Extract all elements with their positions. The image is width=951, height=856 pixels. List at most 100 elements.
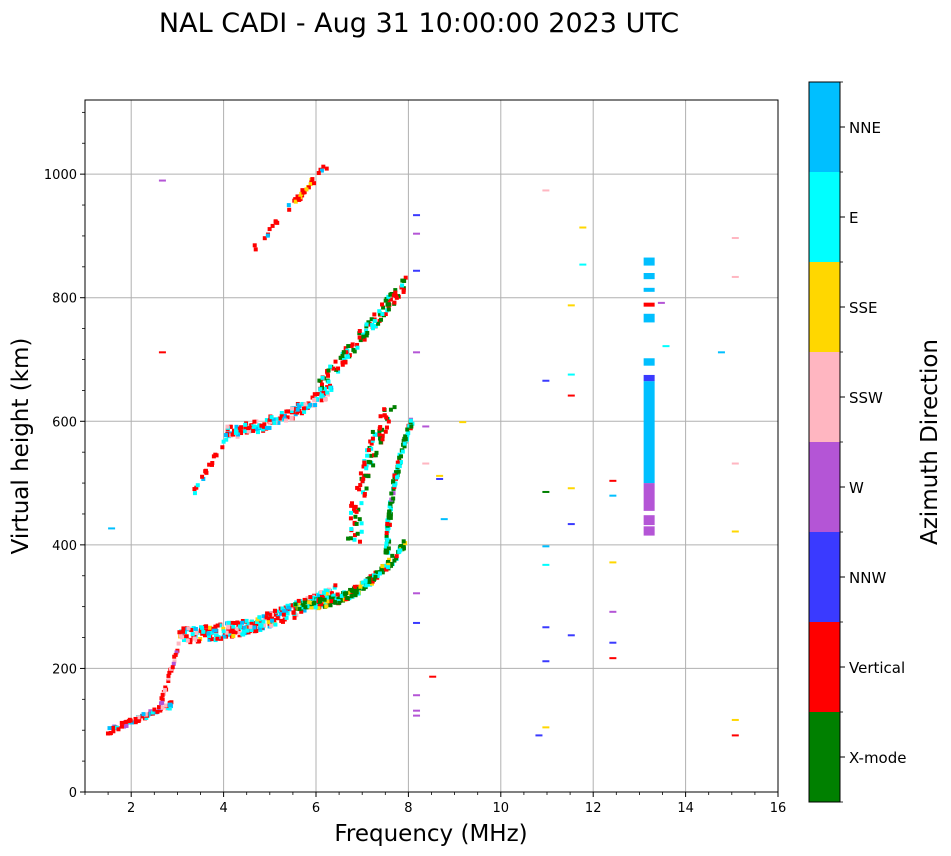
data-point [542, 626, 550, 629]
data-point [261, 424, 266, 429]
x-axis-label: Frequency (MHz) [334, 821, 527, 847]
data-point [180, 635, 185, 640]
data-point [401, 288, 406, 293]
x-tick-label: 8 [404, 801, 412, 816]
data-point [662, 345, 670, 348]
data-point [326, 373, 331, 378]
data-point [234, 424, 239, 429]
data-point [257, 615, 262, 620]
data-point [160, 705, 165, 710]
data-point [370, 322, 375, 327]
data-point [542, 563, 550, 566]
data-point [357, 517, 362, 522]
data-point [226, 627, 231, 632]
data-point [273, 219, 278, 224]
data-point [284, 608, 289, 613]
data-point [401, 543, 406, 548]
data-point [336, 596, 341, 601]
data-point [314, 598, 319, 603]
data-point [315, 392, 320, 397]
colorbar-label: Vertical [849, 659, 905, 677]
data-point [260, 427, 265, 432]
data-point [310, 177, 315, 182]
data-point [243, 425, 248, 430]
data-point [346, 590, 351, 595]
data-point [349, 343, 354, 348]
data-point [403, 275, 408, 280]
data-point [325, 589, 330, 594]
data-point [321, 389, 326, 394]
x-tick-label: 2 [127, 801, 135, 816]
data-point [349, 510, 354, 515]
data-point [388, 515, 393, 520]
data-point [322, 597, 327, 602]
data-point [188, 637, 193, 642]
data-point [369, 453, 374, 458]
data-point [282, 609, 287, 614]
colorbar-segment [809, 352, 840, 442]
data-point [172, 659, 177, 664]
data-point [230, 432, 235, 437]
data-point [384, 541, 389, 546]
data-point [207, 637, 212, 642]
data-point [241, 630, 246, 635]
data-point [392, 483, 397, 488]
data-point [366, 320, 371, 325]
data-point [382, 407, 387, 412]
data-point [158, 351, 166, 354]
data-point [251, 426, 256, 431]
data-point [207, 634, 212, 639]
data-point [384, 550, 389, 555]
data-point [370, 579, 375, 584]
data-point [388, 512, 393, 517]
column-segment [643, 515, 655, 526]
data-point [394, 475, 399, 480]
data-point [189, 628, 194, 633]
column-segment [643, 287, 655, 292]
data-point [349, 587, 354, 592]
data-point [398, 460, 403, 465]
data-point [107, 726, 112, 731]
data-point [133, 720, 138, 725]
data-point [367, 576, 372, 581]
data-point [374, 570, 379, 575]
data-point [352, 508, 357, 513]
data-point [195, 483, 200, 488]
data-point [140, 714, 145, 719]
data-point [394, 556, 399, 561]
x-tick-label: 16 [770, 801, 787, 816]
data-point [388, 407, 393, 412]
data-point [379, 566, 384, 571]
data-point [383, 312, 388, 317]
data-point [731, 275, 739, 278]
data-point [122, 724, 127, 729]
data-point [386, 512, 391, 517]
data-point [173, 652, 178, 657]
data-point [394, 554, 399, 559]
data-point [255, 430, 260, 435]
colorbar-segment [809, 262, 840, 352]
data-point [361, 332, 366, 337]
data-point [265, 233, 270, 238]
data-point [336, 366, 341, 371]
data-point [279, 608, 284, 613]
data-point [233, 430, 238, 435]
data-point [321, 164, 326, 169]
data-point [393, 293, 398, 298]
data-point [231, 624, 236, 629]
data-point [192, 487, 197, 492]
data-point [567, 634, 575, 637]
data-point [235, 620, 240, 625]
data-point [206, 631, 211, 636]
data-point [361, 334, 366, 339]
data-point [365, 330, 370, 335]
data-point [297, 607, 302, 612]
data-point [386, 307, 391, 312]
data-point [390, 553, 395, 558]
data-point [312, 397, 317, 402]
data-point [224, 630, 229, 635]
data-point [400, 278, 405, 283]
plot-frame [84, 99, 779, 793]
data-point [183, 634, 188, 639]
data-point [279, 618, 284, 623]
